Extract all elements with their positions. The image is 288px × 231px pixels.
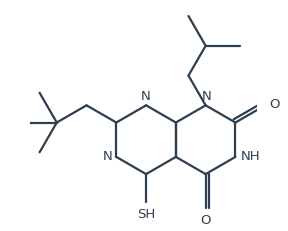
Text: SH: SH (137, 208, 155, 221)
Text: N: N (141, 90, 151, 103)
Text: NH: NH (241, 150, 260, 163)
Text: O: O (269, 98, 280, 111)
Text: N: N (202, 90, 212, 103)
Text: N: N (103, 150, 112, 163)
Text: O: O (200, 214, 211, 227)
